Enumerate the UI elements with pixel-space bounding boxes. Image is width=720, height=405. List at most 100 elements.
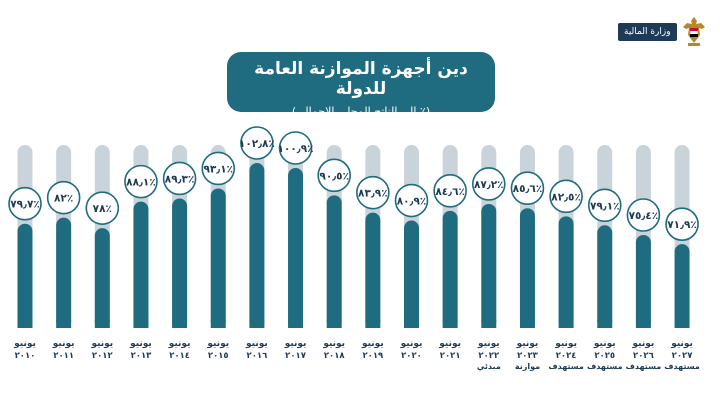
category-label-status: مستهدف <box>626 362 662 371</box>
ministry-label: وزارة المالية <box>618 23 677 41</box>
bar-base <box>597 320 613 328</box>
category-label-year: ٢٠٢٤ <box>556 351 577 361</box>
category-label-status: مستهدف <box>587 362 623 371</box>
bar-base <box>674 320 690 328</box>
bar <box>249 163 265 328</box>
category-label-year: ٢٠٢٧ <box>672 351 694 361</box>
data-label: ٨٧٫٢٪ <box>474 179 504 191</box>
category-label-year: ٢٠١٨ <box>324 351 346 361</box>
egypt-eagle-icon <box>682 17 705 46</box>
value-bubble <box>510 171 545 205</box>
category-label-month: يونيو <box>284 339 307 349</box>
value-bubble <box>587 188 622 223</box>
data-label: ٨٥٫٦٪ <box>513 183 543 195</box>
bar-base <box>249 320 265 328</box>
value-bubble <box>356 175 390 210</box>
bar <box>442 210 458 328</box>
data-label: ٩٠٫٥٪ <box>319 170 349 182</box>
bar <box>56 217 72 328</box>
category-label-year: ٢٠١١ <box>53 351 74 361</box>
value-bubble <box>162 161 197 196</box>
category-label-status: مستهدف <box>664 362 700 371</box>
category-label-month: يونيو <box>670 339 693 349</box>
bar <box>94 228 110 328</box>
ministry-logo: وزارة المالية <box>618 14 710 50</box>
value-bubble <box>278 131 313 165</box>
category-label-year: ٢٠٢٥ <box>594 351 615 361</box>
category-label-year: ٢٠٢٢ <box>478 351 500 361</box>
value-bubble <box>394 183 429 218</box>
value-bubble <box>665 207 699 241</box>
category-label-year: ٢٠١٢ <box>92 351 114 361</box>
data-label: ٨٨٫١٪ <box>126 177 156 189</box>
bar <box>404 220 419 328</box>
category-label-month: يونيو <box>361 339 384 349</box>
bar-base <box>481 320 497 328</box>
data-label: ٨٢٪ <box>54 193 73 205</box>
chart-title-box: دين أجهزة الموازنة العامة للدولة (٪ إلى … <box>227 52 495 118</box>
category-label-year: ٢٠٢٠ <box>401 351 422 361</box>
chart-title: دين أجهزة الموازنة العامة للدولة <box>254 59 468 99</box>
bar <box>558 216 574 328</box>
bar <box>172 198 188 328</box>
bar <box>365 212 381 328</box>
value-bubble <box>317 158 352 193</box>
value-bubble <box>433 174 467 208</box>
category-label-status: مستهدف <box>548 362 584 371</box>
value-bubble <box>471 167 506 201</box>
data-label: ٨٢٫٥٪ <box>551 191 581 203</box>
category-label-month: يونيو <box>632 339 655 349</box>
category-label-year: ٢٠١٣ <box>131 351 153 361</box>
data-label: ٧١٫٩٪ <box>667 219 697 231</box>
data-label: ٧٨٪ <box>93 203 112 215</box>
bar-base <box>558 320 574 328</box>
bar-base <box>172 320 188 328</box>
bar <box>210 188 226 328</box>
category-label-month: يونيو <box>52 339 75 349</box>
category-label-month: يونيو <box>322 339 345 349</box>
category-label-month: يونيو <box>245 339 268 349</box>
data-label: ٧٩٫١٪ <box>590 200 620 212</box>
category-label-month: يونيو <box>554 339 577 349</box>
bar-base <box>326 320 342 328</box>
category-label-year: ٢٠١٠ <box>15 351 36 361</box>
value-bubble <box>549 179 583 214</box>
data-label: ٨٤٫٦٪ <box>435 186 465 198</box>
value-bubble <box>85 191 120 225</box>
category-label-month: يونيو <box>477 339 500 349</box>
data-label: ٨٠٫٩٪ <box>397 196 427 208</box>
value-bubble <box>8 186 42 221</box>
bar-base <box>442 320 458 328</box>
bar-base <box>56 320 72 328</box>
category-label-month: يونيو <box>129 339 152 349</box>
data-label: ٧٥٫٤٪ <box>629 210 659 222</box>
bar-base <box>404 320 419 328</box>
value-bubble <box>46 180 81 215</box>
category-label-month: يونيو <box>438 339 461 349</box>
value-bubble <box>201 151 236 186</box>
bar <box>326 195 342 328</box>
data-label: ١٠٢٫٨٪ <box>239 138 275 150</box>
category-label-month: يونيو <box>13 339 36 349</box>
category-label-year: ٢٠١٥ <box>208 351 229 361</box>
data-label: ٩٣٫١٪ <box>203 163 233 175</box>
bar <box>597 225 613 328</box>
bar <box>17 223 33 328</box>
bar-base <box>210 320 226 328</box>
bar-base <box>94 320 110 328</box>
bar-base <box>288 320 304 328</box>
data-label: ٧٩٫٧٪ <box>10 199 40 211</box>
category-label-year: ٢٠١٩ <box>362 351 384 361</box>
category-label-year: ٢٠٢٣ <box>517 351 539 361</box>
bar <box>481 203 497 328</box>
category-label-month: يونيو <box>593 339 616 349</box>
data-label: ٨٣٫٩٪ <box>358 188 388 200</box>
data-label: ١٠٠٫٩٪ <box>278 143 314 155</box>
bar-base <box>519 320 535 328</box>
category-label-year: ٢٠٢٦ <box>633 351 654 361</box>
category-label-month: يونيو <box>400 339 423 349</box>
category-label-year: ٢٠١٦ <box>247 351 268 361</box>
category-label-month: يونيو <box>206 339 229 349</box>
bar-base <box>635 320 651 328</box>
